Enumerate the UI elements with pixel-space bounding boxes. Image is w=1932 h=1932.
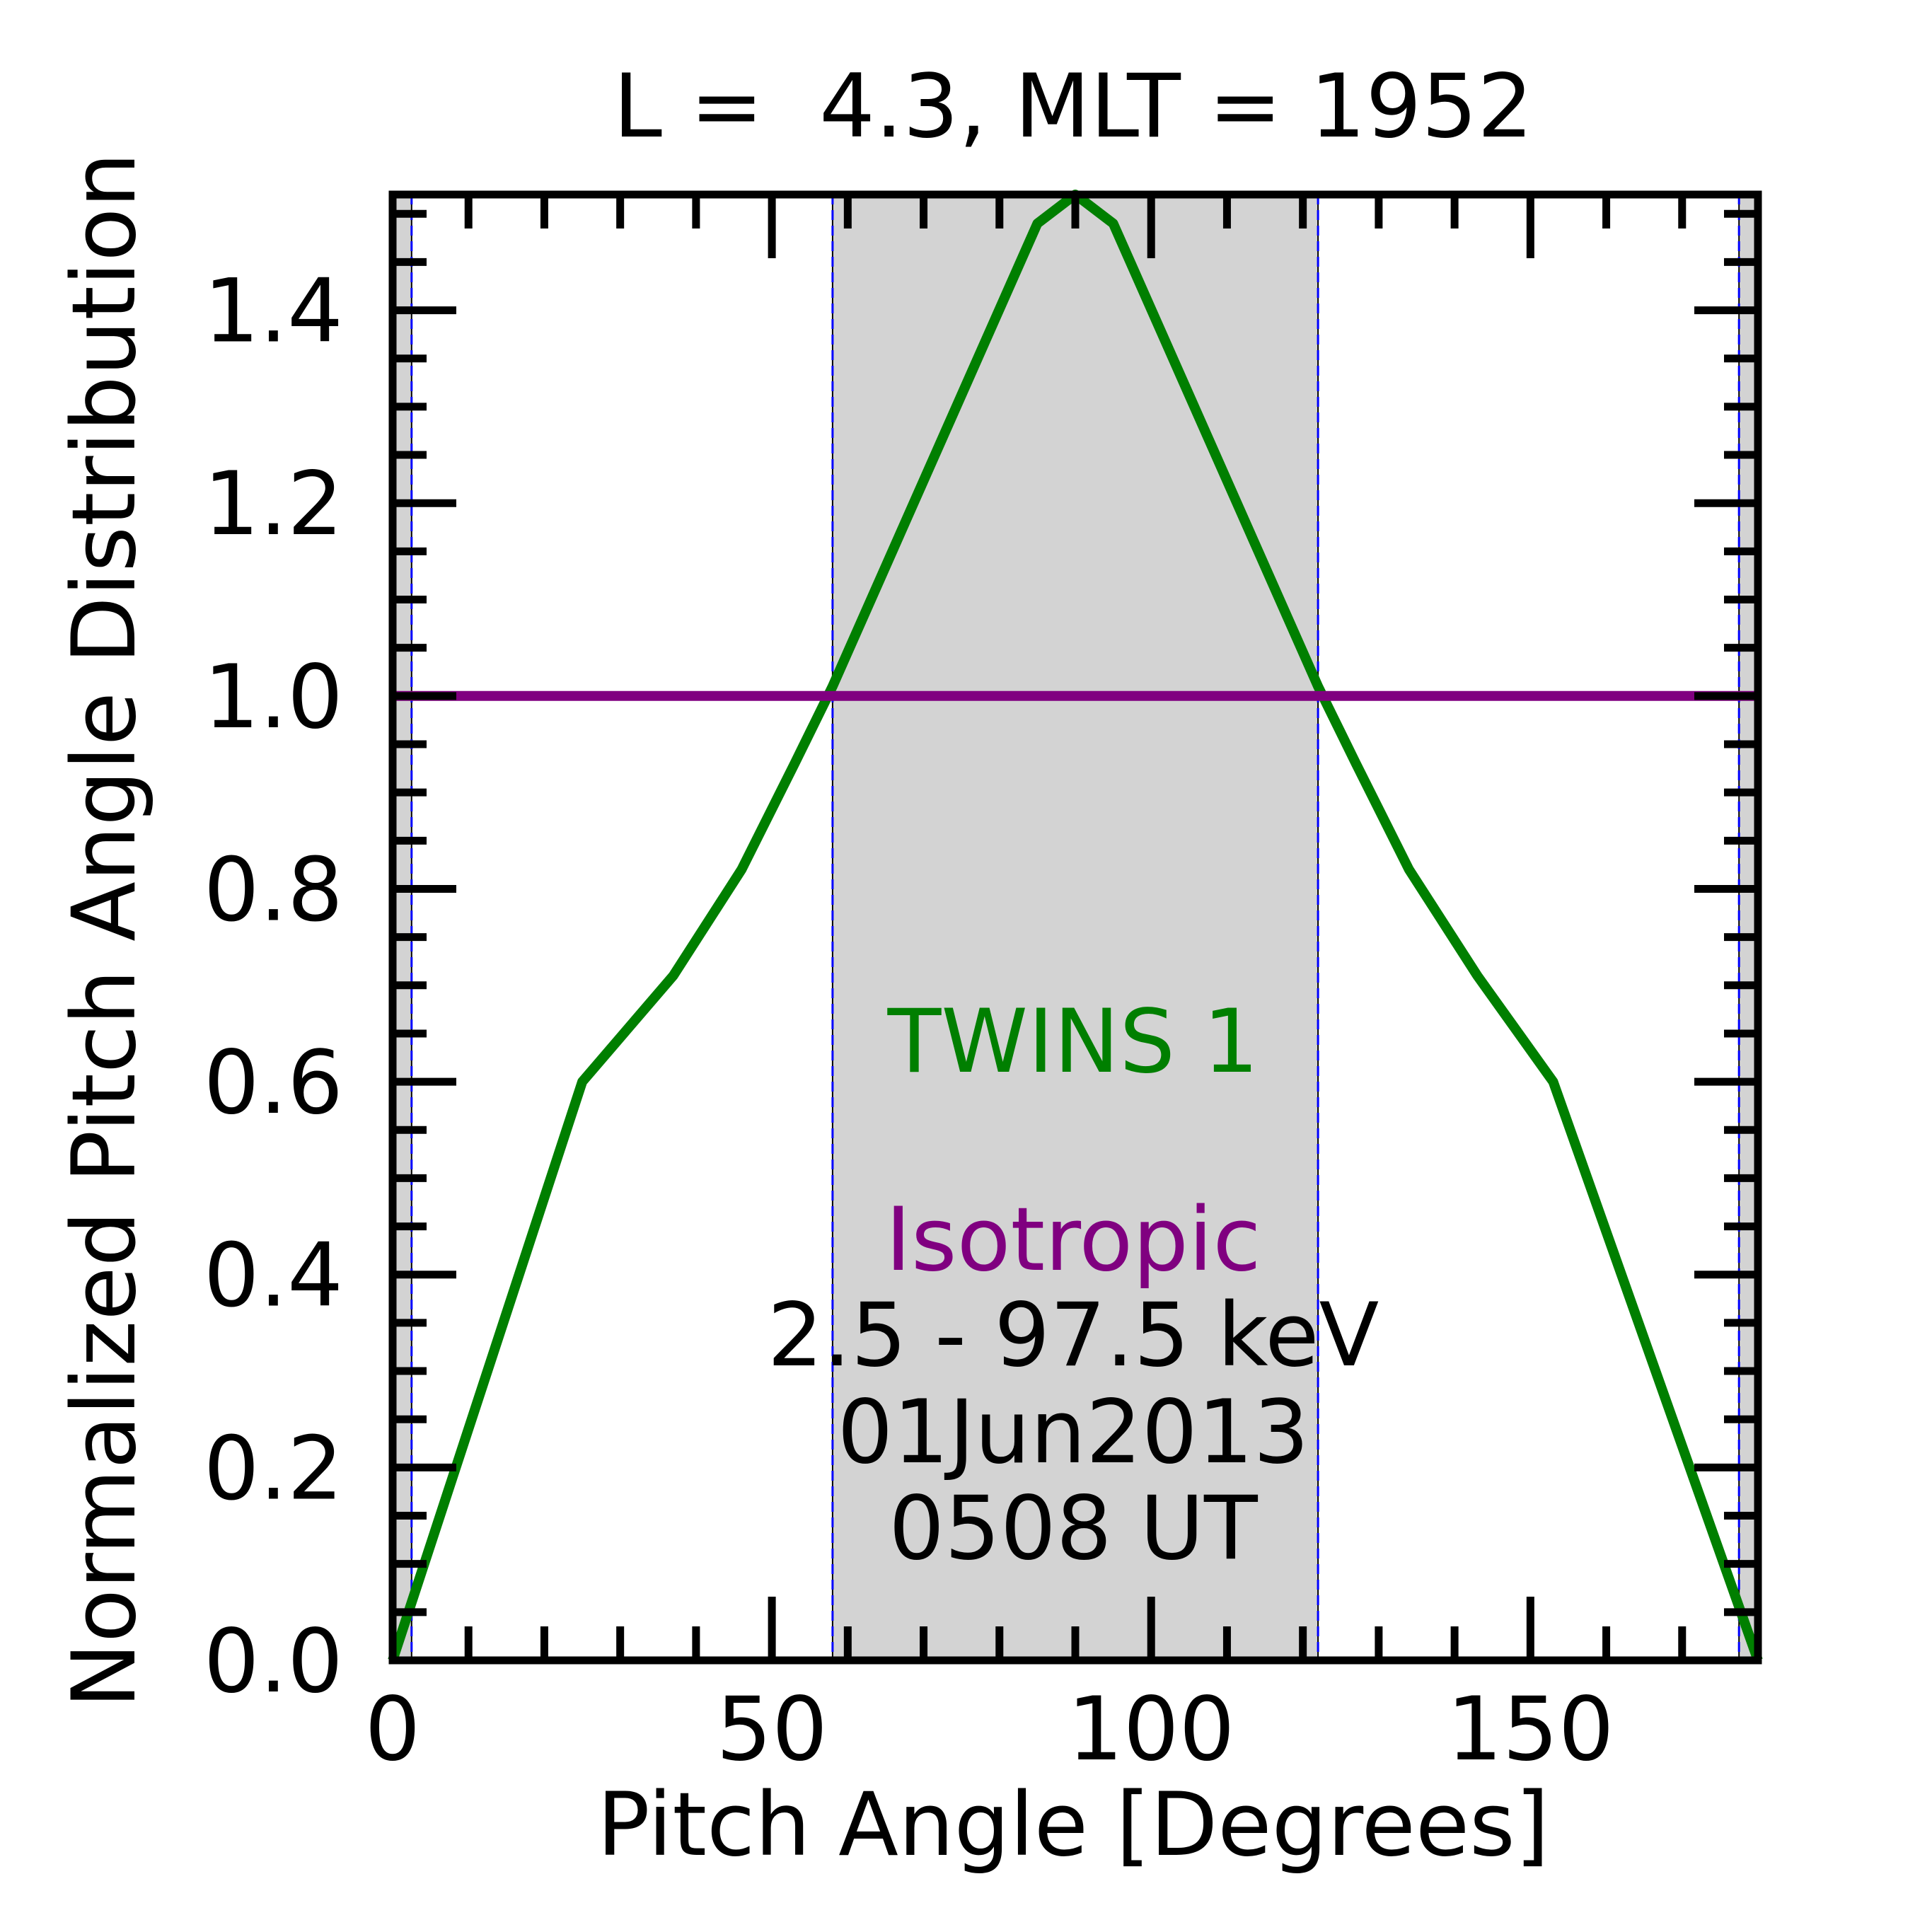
y-tick-label: 0.6 [204, 1032, 343, 1134]
axis-ticks [388, 195, 1762, 1665]
y-tick-label: 1.4 [204, 261, 343, 363]
chart-title: L = 4.3, MLT = 1952 [613, 56, 1533, 158]
y-tick-label: 0.0 [204, 1611, 343, 1713]
annotation-isotropic: Isotropic [885, 1189, 1261, 1291]
x-tick-label: 0 [365, 1679, 421, 1781]
y-tick-label: 0.4 [204, 1225, 343, 1327]
tick-labels: 0 50 100 150 0.0 0.2 0.4 0.6 0.8 1.0 1.2 1.4 [204, 261, 1614, 1781]
shaded-region-1 [832, 195, 1319, 1660]
annotation-twins: TWINS 1 [887, 991, 1259, 1093]
y-tick-label: 0.2 [204, 1418, 343, 1520]
y-axis-label: Normalized Pitch Angle Distribution [54, 152, 156, 1708]
plot-frame [388, 190, 1762, 1665]
annotation-time: 0508 UT [889, 1478, 1259, 1580]
x-axis-label: Pitch Angle [Degrees] [597, 1774, 1549, 1876]
x-tick-label: 150 [1447, 1679, 1614, 1781]
x-tick-label: 100 [1068, 1679, 1235, 1781]
y-tick-label: 0.8 [204, 839, 343, 941]
y-tick-label: 1.0 [204, 647, 343, 748]
annotation-energy-range: 2.5 - 97.5 keV [768, 1285, 1379, 1387]
x-tick-label: 50 [716, 1679, 828, 1781]
y-tick-label: 1.2 [204, 453, 343, 555]
annotation-date: 01Jun2013 [837, 1382, 1309, 1483]
